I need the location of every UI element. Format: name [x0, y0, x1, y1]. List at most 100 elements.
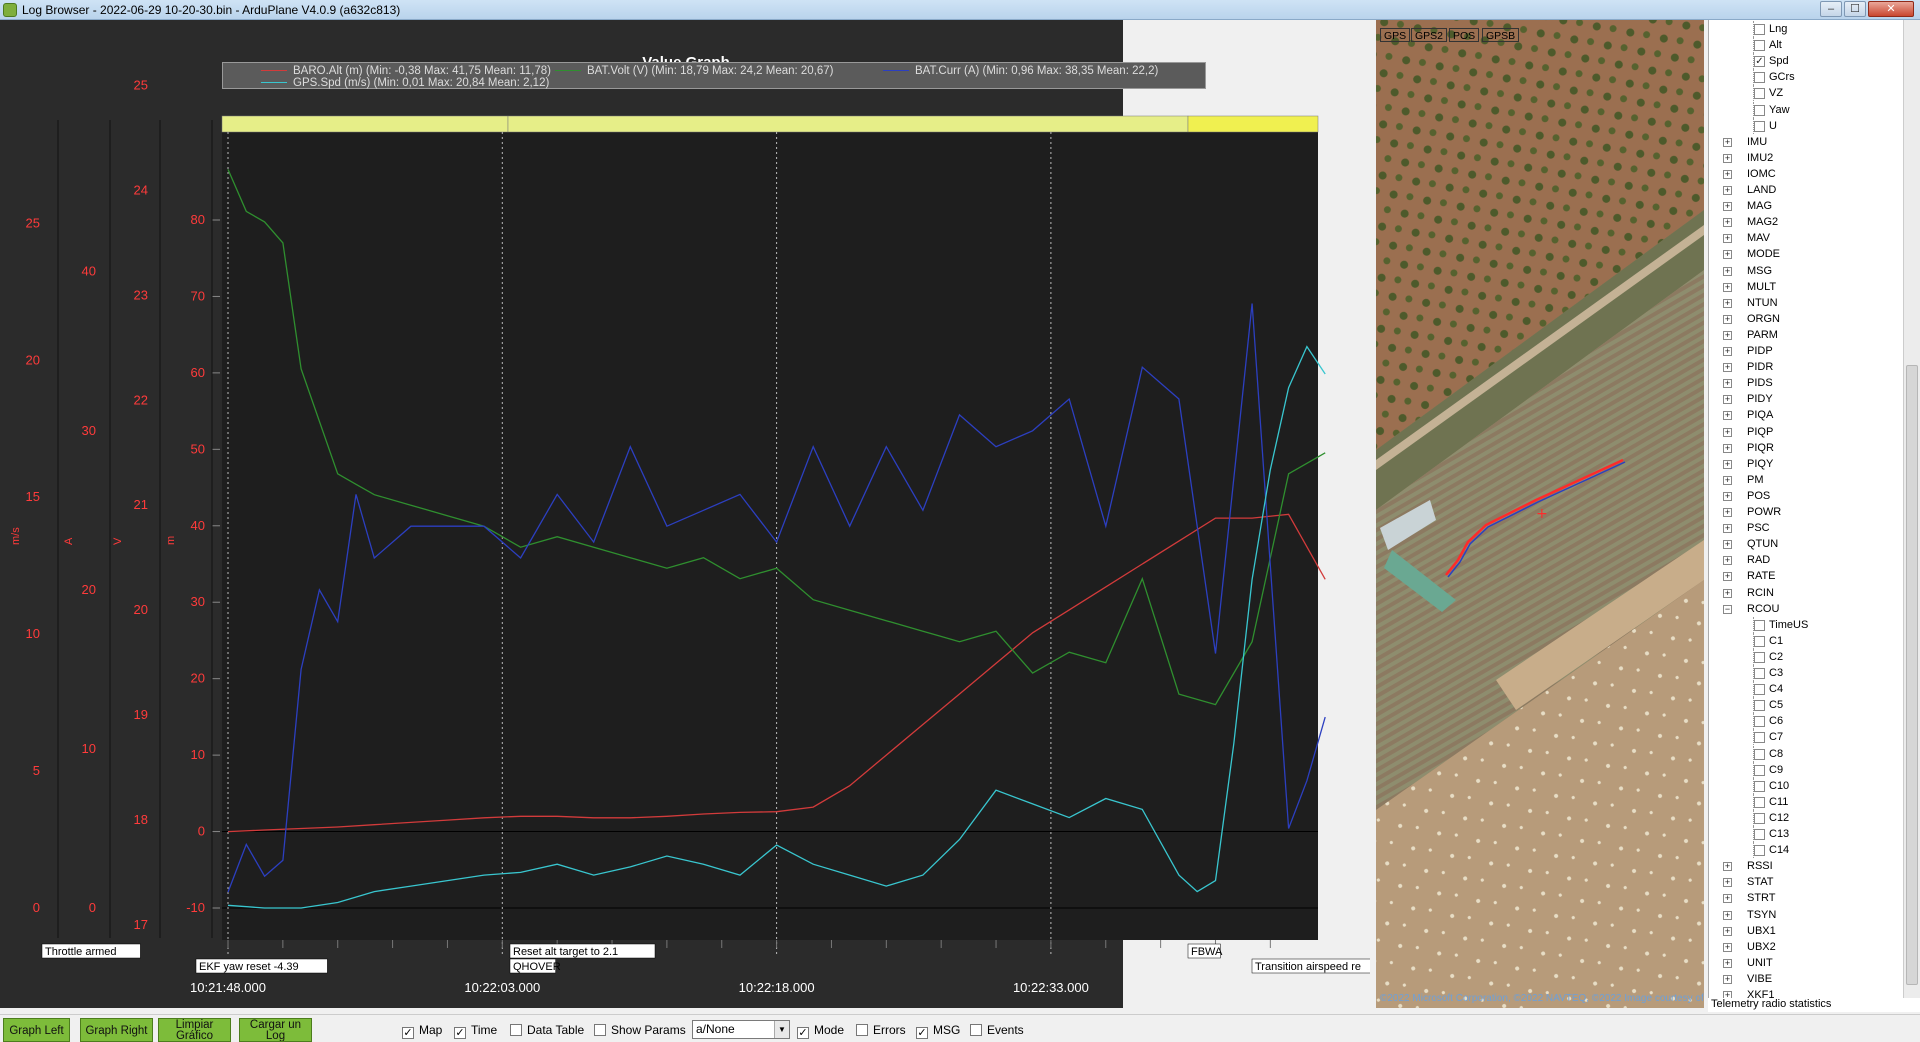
tree-checkbox-icon[interactable] [1754, 104, 1765, 116]
close-button[interactable]: ✕ [1868, 1, 1914, 17]
collapse-icon[interactable]: − [1723, 603, 1732, 614]
mode-checkbox[interactable]: ✓ Mode [797, 1023, 845, 1039]
tree-checkbox-icon[interactable] [1754, 829, 1765, 840]
expand-icon[interactable]: + [1723, 941, 1732, 952]
tree-scrollbar[interactable] [1903, 20, 1920, 998]
minimize-button[interactable]: – [1820, 1, 1842, 17]
expand-icon[interactable]: + [1723, 571, 1732, 582]
errors-checkbox[interactable]: Errors [856, 1023, 906, 1037]
checkbox-icon[interactable]: ✓ [797, 1027, 809, 1039]
tree-scroll-thumb[interactable] [1906, 365, 1918, 985]
value-graph-panel[interactable]: Value GraphTime (sec)-100102030405060708… [0, 20, 1370, 1008]
expand-icon[interactable]: + [1723, 136, 1732, 147]
expand-icon[interactable]: + [1723, 394, 1732, 405]
expand-icon[interactable]: + [1723, 201, 1732, 212]
tree-checkbox-icon[interactable] [1754, 748, 1765, 760]
load-log-button[interactable]: Cargar un Log [239, 1018, 312, 1042]
expand-icon[interactable]: + [1723, 442, 1732, 453]
expand-icon[interactable]: + [1723, 893, 1732, 904]
tree-checkbox-icon[interactable]: ✓ [1754, 56, 1765, 68]
expand-icon[interactable]: + [1723, 458, 1732, 469]
expand-icon[interactable]: + [1723, 168, 1732, 179]
expand-icon[interactable]: + [1723, 281, 1732, 292]
tree-checkbox-icon[interactable] [1754, 764, 1765, 776]
tree-checkbox-icon[interactable] [1754, 812, 1765, 824]
graph-right-button[interactable]: Graph Right [80, 1018, 153, 1042]
tree-checkbox-icon[interactable] [1754, 24, 1765, 35]
checkbox-icon[interactable]: ✓ [402, 1027, 414, 1039]
expand-icon[interactable]: + [1723, 233, 1732, 244]
tree-label: RCOU [1747, 602, 1780, 615]
legend-item-bat-volt: BAT.Volt (V) (Min: 18,79 Max: 24,2 Mean:… [555, 65, 834, 77]
expand-icon[interactable]: + [1723, 329, 1732, 340]
tree-checkbox-icon[interactable] [1754, 668, 1765, 679]
tree-checkbox-icon[interactable] [1754, 72, 1765, 84]
tree-checkbox-icon[interactable] [1754, 716, 1765, 728]
expand-icon[interactable]: + [1723, 265, 1732, 276]
expand-icon[interactable]: + [1723, 297, 1732, 308]
checkbox-icon[interactable] [970, 1024, 982, 1036]
tree-label: MAV [1747, 232, 1771, 245]
expand-icon[interactable]: + [1723, 877, 1732, 888]
expand-icon[interactable]: + [1723, 957, 1732, 968]
show-params-checkbox[interactable]: Show Params [594, 1023, 686, 1037]
events-checkbox[interactable]: Events [970, 1023, 1024, 1037]
tree-checkbox-icon[interactable] [1754, 619, 1765, 631]
expand-icon[interactable]: + [1723, 362, 1732, 373]
expand-icon[interactable]: + [1723, 990, 1732, 998]
msg-checkbox[interactable]: ✓ MSG [916, 1023, 961, 1039]
expand-icon[interactable]: + [1723, 909, 1732, 920]
value-graph-chart[interactable]: Value GraphTime (sec)-100102030405060708… [0, 20, 1370, 1008]
expand-icon[interactable]: + [1723, 523, 1732, 534]
expand-icon[interactable]: + [1723, 490, 1732, 501]
expand-icon[interactable]: + [1723, 925, 1732, 936]
expand-icon[interactable]: + [1723, 185, 1732, 195]
tree-checkbox-icon[interactable] [1754, 635, 1765, 647]
map-panel[interactable]: + GPS GPS2 POS GPSB ©2022 Microsoft Corp… [1376, 20, 1704, 1008]
graph-left-button[interactable]: Graph Left [3, 1018, 70, 1042]
maximize-button[interactable]: ☐ [1844, 1, 1866, 17]
runway-patch [1384, 550, 1456, 612]
tree-checkbox-icon[interactable] [1754, 700, 1765, 712]
log-tree[interactable]: Lng Alt ✓ Spd GCrs VZ Yaw U + IMU + IMU2 + IOMC + LAND +… [1708, 20, 1903, 998]
expand-icon[interactable]: + [1723, 378, 1732, 389]
expand-icon[interactable]: + [1723, 555, 1732, 566]
expand-icon[interactable]: + [1723, 861, 1732, 872]
tree-checkbox-icon[interactable] [1754, 88, 1765, 100]
tree-checkbox-icon[interactable] [1754, 40, 1765, 52]
tree-label: TimeUS [1769, 618, 1809, 631]
data-table-checkbox[interactable]: Data Table [510, 1023, 584, 1037]
expand-icon[interactable]: + [1723, 587, 1732, 598]
expand-icon[interactable]: + [1723, 346, 1732, 356]
expand-icon[interactable]: + [1723, 474, 1732, 485]
checkbox-icon[interactable] [856, 1024, 868, 1036]
tree-checkbox-icon[interactable] [1754, 845, 1765, 857]
expand-icon[interactable]: + [1723, 973, 1732, 984]
map-checkbox[interactable]: ✓ Map [402, 1023, 443, 1039]
checkbox-icon[interactable]: ✓ [454, 1027, 466, 1039]
tree-checkbox-icon[interactable] [1754, 684, 1765, 696]
tree-checkbox-icon[interactable] [1754, 796, 1765, 808]
checkbox-icon[interactable]: ✓ [916, 1027, 928, 1039]
expand-icon[interactable]: + [1723, 410, 1732, 421]
tree-label: GCrs [1769, 71, 1795, 84]
satellite-map[interactable]: + [1376, 20, 1704, 1008]
time-checkbox[interactable]: ✓ Time [454, 1023, 498, 1039]
hangar-roof [1380, 500, 1436, 550]
mode-select[interactable]: a/None ▼ [692, 1020, 790, 1039]
tree-checkbox-icon[interactable] [1754, 732, 1765, 744]
checkbox-icon[interactable] [594, 1024, 606, 1036]
tree-checkbox-icon[interactable] [1754, 120, 1765, 132]
expand-icon[interactable]: + [1723, 217, 1732, 228]
clear-graph-button[interactable]: Limpiar Gráfico [158, 1018, 231, 1042]
tree-checkbox-icon[interactable] [1754, 651, 1765, 663]
expand-icon[interactable]: + [1723, 249, 1732, 260]
checkbox-icon[interactable] [510, 1024, 522, 1036]
chevron-down-icon[interactable]: ▼ [774, 1021, 789, 1038]
expand-icon[interactable]: + [1723, 152, 1732, 163]
tree-checkbox-icon[interactable] [1754, 780, 1765, 792]
expand-icon[interactable]: + [1723, 507, 1732, 517]
expand-icon[interactable]: + [1723, 539, 1732, 550]
expand-icon[interactable]: + [1723, 426, 1732, 437]
expand-icon[interactable]: + [1723, 313, 1732, 324]
